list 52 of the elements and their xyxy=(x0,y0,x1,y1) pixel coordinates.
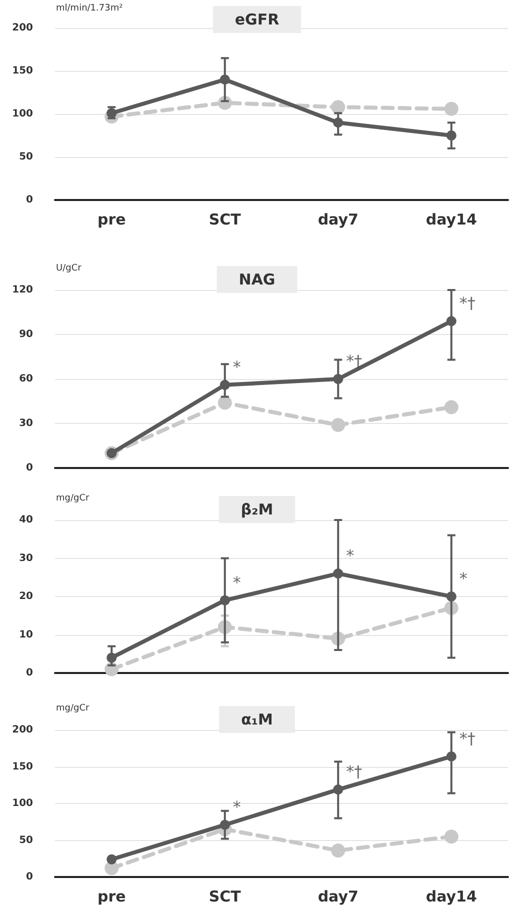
point xyxy=(444,400,458,414)
annotation: * xyxy=(232,357,241,376)
point xyxy=(444,102,458,116)
annotation: *† xyxy=(346,762,362,782)
annotation: *† xyxy=(459,728,476,748)
y-tick-label: 150 xyxy=(12,761,34,772)
point xyxy=(331,100,346,114)
annotation: * xyxy=(459,569,468,588)
point xyxy=(331,844,346,858)
y-tick-label: 0 xyxy=(26,462,34,474)
chart-title: eGFR xyxy=(234,10,280,28)
y-tick-label: 40 xyxy=(19,514,34,526)
x-tick-label: SCT xyxy=(208,888,242,906)
y-tick-label: 200 xyxy=(12,724,34,736)
y-tick-label: 120 xyxy=(12,284,34,296)
chart-title: NAG xyxy=(238,270,276,288)
y-tick-label: 0 xyxy=(26,668,34,678)
x-tick-label: day14 xyxy=(426,210,477,228)
y-tick-label: 0 xyxy=(26,194,34,206)
y-tick-label: 100 xyxy=(12,798,34,809)
annotation: * xyxy=(232,797,241,816)
text: mg/gCr xyxy=(56,704,90,714)
x-tick-label: SCT xyxy=(208,210,242,228)
x-tick-label: pre xyxy=(97,888,126,906)
y-tick-label: 10 xyxy=(19,629,34,640)
y-tick-label: 150 xyxy=(12,66,34,76)
y-tick-label: 20 xyxy=(19,591,34,602)
y-tick-label: 200 xyxy=(12,22,34,34)
annotation: *† xyxy=(459,294,476,313)
y-tick-label: 30 xyxy=(19,552,34,564)
chart-title: β₂M xyxy=(240,500,274,518)
x-tick-label: day7 xyxy=(318,888,358,906)
y-tick-label: 60 xyxy=(19,374,34,384)
y-tick-label: 30 xyxy=(19,418,34,429)
x-tick-label: day14 xyxy=(426,888,477,906)
annotation: * xyxy=(232,572,241,592)
y-tick-label: 50 xyxy=(19,152,34,162)
x-tick-label: day7 xyxy=(318,210,358,228)
text: ml/min/1.73m² xyxy=(56,4,124,14)
text: mg/gCr xyxy=(56,494,90,504)
point xyxy=(106,854,117,864)
annotation: *† xyxy=(346,352,362,370)
annotation: * xyxy=(346,546,354,566)
chart-title: α₁M xyxy=(241,710,273,728)
x-tick-label: pre xyxy=(97,210,126,228)
y-tick-label: 0 xyxy=(26,872,34,882)
point xyxy=(331,418,346,432)
y-tick-label: 50 xyxy=(19,834,34,846)
y-tick-label: 100 xyxy=(12,108,34,120)
point xyxy=(444,830,458,844)
text: U/gCr xyxy=(56,264,82,274)
y-tick-label: 90 xyxy=(19,329,34,340)
